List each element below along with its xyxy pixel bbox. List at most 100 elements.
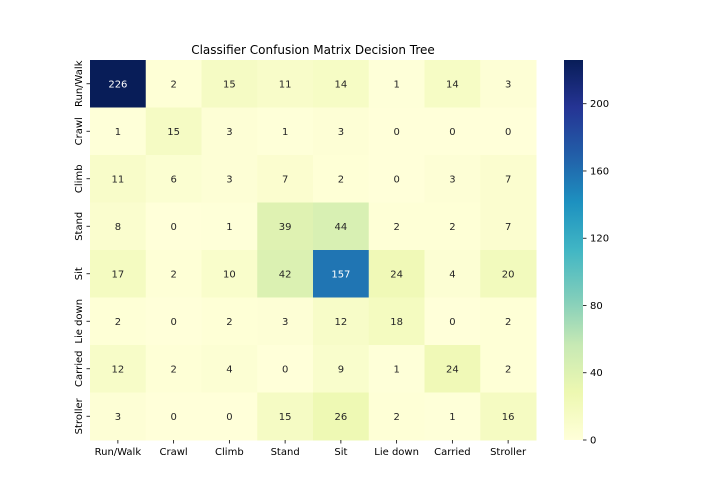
y-tick-label: Sit <box>74 267 85 280</box>
cell-value-label: 16 <box>502 412 515 423</box>
cell-value-label: 18 <box>390 317 403 328</box>
cell-value-label: 24 <box>390 269 403 280</box>
heatmap-cell <box>257 297 314 346</box>
colorbar: 0 40 80 120 160 200 <box>564 60 609 447</box>
cell-value-label: 26 <box>335 412 348 423</box>
heatmap-cell <box>145 107 202 156</box>
cell-value-label: 1 <box>449 412 455 423</box>
cell-value-label: 3 <box>505 79 511 90</box>
cell-value-label: 1 <box>115 127 121 138</box>
heatmap-cell <box>424 202 481 251</box>
heatmap-cell <box>313 202 370 251</box>
y-tick-label: Carried <box>74 351 85 387</box>
heatmap-cell <box>201 155 258 203</box>
y-tick-label: Lie down <box>74 299 85 344</box>
cell-value-label: 0 <box>505 127 511 138</box>
cell-value-label: 0 <box>170 317 176 328</box>
heatmap-cell <box>145 155 202 203</box>
cell-value-label: 1 <box>393 79 399 90</box>
colorbar-tick-label: 40 <box>590 368 603 379</box>
cell-value-label: 3 <box>226 127 232 138</box>
cell-value-label: 0 <box>449 127 455 138</box>
heatmap-cell <box>257 155 314 203</box>
cell-value-label: 2 <box>505 364 511 375</box>
heatmap-cell <box>90 392 147 441</box>
heatmap-cell <box>368 202 425 251</box>
cell-value-label: 3 <box>115 412 121 423</box>
heatmap-cell <box>480 297 537 346</box>
heatmap-cell <box>313 250 370 298</box>
heatmap-cell <box>424 345 481 393</box>
cell-value-label: 1 <box>282 127 288 138</box>
colorbar-tick-label: 200 <box>590 99 609 110</box>
cell-value-label: 14 <box>335 79 348 90</box>
cell-value-label: 0 <box>393 127 399 138</box>
cell-value-label: 0 <box>226 412 232 423</box>
cell-value-label: 2 <box>393 222 399 233</box>
cell-value-label: 0 <box>449 317 455 328</box>
heatmap-cell <box>90 297 147 346</box>
heatmap-cell <box>90 345 147 393</box>
cell-value-label: 12 <box>112 364 125 375</box>
y-tick-label: Crawl <box>74 117 85 145</box>
cell-value-label: 10 <box>223 269 236 280</box>
cell-value-label: 11 <box>112 174 125 185</box>
cell-value-label: 4 <box>226 364 232 375</box>
heatmap-cells: 226 2 15 11 14 1 14 31 15 3 1 3 0 0 011 6 3 7 2 0 3 78 0 1 39 44 2… <box>90 60 537 441</box>
colorbar-gradient <box>564 60 583 440</box>
x-tick-label: Lie down <box>374 447 419 458</box>
heatmap-cell <box>201 392 258 441</box>
colorbar-tick-label: 80 <box>590 301 603 312</box>
cell-value-label: 42 <box>279 269 292 280</box>
y-tick-labels: Run/Walk Crawl Climb Stand Sit Lie down Carrie… <box>74 60 90 434</box>
x-tick-label: Sit <box>334 447 347 458</box>
cell-value-label: 2 <box>449 222 455 233</box>
heatmap-cell <box>313 60 370 108</box>
cell-value-label: 20 <box>502 269 515 280</box>
x-tick-label: Climb <box>215 447 244 458</box>
cell-value-label: 0 <box>170 222 176 233</box>
heatmap-cell <box>424 250 481 298</box>
heatmap-cell <box>368 107 425 156</box>
heatmap-cell <box>313 155 370 203</box>
heatmap-cell <box>90 60 147 108</box>
cell-value-label: 11 <box>279 79 292 90</box>
heatmap-cell <box>201 345 258 393</box>
heatmap-cell <box>368 297 425 346</box>
heatmap-cell <box>257 107 314 156</box>
heatmap-cell <box>368 60 425 108</box>
cell-value-label: 3 <box>449 174 455 185</box>
cell-value-label: 2 <box>115 317 121 328</box>
x-tick-label: Stroller <box>490 447 527 458</box>
heatmap-cell <box>424 107 481 156</box>
y-tick-label: Run/Walk <box>74 60 85 107</box>
heatmap-cell <box>145 345 202 393</box>
x-tick-label: Stand <box>271 447 300 458</box>
heatmap-cell <box>424 297 481 346</box>
heatmap-cell <box>90 250 147 298</box>
x-tick-label: Carried <box>434 447 470 458</box>
heatmap-cell <box>368 345 425 393</box>
heatmap-cell <box>313 107 370 156</box>
cell-value-label: 2 <box>393 412 399 423</box>
cell-value-label: 7 <box>282 174 288 185</box>
cell-value-label: 3 <box>338 127 344 138</box>
cell-value-label: 0 <box>393 174 399 185</box>
heatmap-cell <box>480 202 537 251</box>
chart-title: Classifier Confusion Matrix Decision Tre… <box>191 43 435 57</box>
cell-value-label: 157 <box>331 269 350 280</box>
heatmap-cell <box>257 202 314 251</box>
y-tick-label: Stand <box>74 212 85 241</box>
heatmap-cell <box>480 392 537 441</box>
colorbar-tick-label: 0 <box>590 436 596 447</box>
cell-value-label: 2 <box>505 317 511 328</box>
heatmap-cell <box>145 202 202 251</box>
cell-value-label: 39 <box>279 222 292 233</box>
colorbar-tick-label: 160 <box>590 166 609 177</box>
heatmap-cell <box>201 107 258 156</box>
heatmap-cell <box>424 155 481 203</box>
heatmap-cell <box>424 60 481 108</box>
cell-value-label: 0 <box>170 412 176 423</box>
heatmap-cell <box>368 155 425 203</box>
heatmap-cell <box>257 345 314 393</box>
